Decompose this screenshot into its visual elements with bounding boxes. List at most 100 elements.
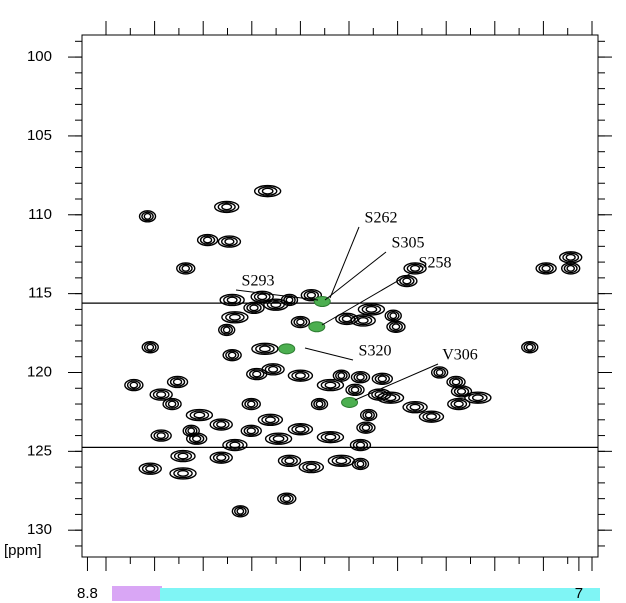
contour — [252, 370, 262, 378]
contour — [246, 427, 256, 435]
contour — [138, 462, 162, 475]
contour — [356, 421, 376, 434]
peak — [371, 372, 394, 385]
contour — [523, 342, 537, 353]
contour — [293, 317, 308, 327]
contour — [196, 233, 219, 247]
contour — [143, 212, 152, 220]
contour — [450, 385, 473, 398]
contour — [354, 459, 367, 469]
contour — [294, 372, 306, 380]
contour — [291, 370, 310, 381]
contour — [212, 419, 230, 430]
contour — [341, 315, 352, 323]
peak — [222, 348, 242, 362]
contour — [357, 303, 386, 316]
contour — [406, 263, 424, 274]
contour — [225, 440, 244, 450]
contour — [324, 433, 337, 441]
contour — [409, 403, 421, 411]
contour — [227, 351, 237, 359]
overlay — [112, 586, 162, 601]
annotation: S258 — [419, 255, 452, 272]
contour — [352, 440, 369, 450]
contour — [535, 262, 557, 275]
contour — [302, 462, 321, 472]
contour — [355, 441, 366, 449]
peak — [243, 301, 265, 315]
contour — [384, 394, 397, 402]
contour — [141, 341, 159, 354]
contour — [216, 421, 227, 429]
peak — [277, 492, 297, 505]
peak — [357, 303, 386, 316]
contour — [261, 414, 280, 425]
contour — [156, 432, 166, 440]
peak — [403, 262, 427, 275]
contour — [244, 399, 259, 409]
contour — [241, 397, 261, 411]
contour — [243, 425, 259, 436]
contour — [221, 236, 238, 247]
peak — [280, 293, 299, 307]
contour — [433, 367, 446, 378]
contour — [453, 400, 464, 408]
contour — [402, 277, 412, 285]
contour — [264, 432, 293, 445]
peak — [185, 408, 214, 422]
contour — [146, 343, 155, 351]
contour — [359, 408, 378, 422]
contour — [541, 264, 551, 272]
contour — [405, 402, 425, 413]
contour — [305, 463, 317, 471]
peak — [535, 262, 557, 275]
peak — [241, 397, 261, 411]
contour — [365, 305, 378, 313]
contour — [371, 372, 394, 385]
peak — [217, 323, 236, 337]
peak — [356, 421, 376, 434]
contour — [209, 451, 233, 464]
contour — [145, 465, 156, 473]
contour — [538, 263, 554, 274]
contour — [418, 410, 445, 423]
peak — [447, 397, 471, 411]
contour — [362, 410, 375, 420]
contour — [209, 418, 233, 431]
contour — [270, 301, 282, 309]
contour — [189, 410, 210, 420]
peak — [221, 311, 249, 324]
y-tick-label: 120 — [27, 363, 52, 380]
contour — [162, 397, 182, 411]
contour — [255, 343, 275, 354]
contour — [430, 366, 449, 379]
contour — [353, 372, 368, 383]
contour — [170, 449, 196, 463]
contour — [386, 320, 406, 333]
contour — [268, 433, 289, 444]
contour — [566, 264, 575, 272]
annotation-leader — [324, 251, 387, 301]
contour — [261, 187, 274, 195]
contour — [231, 505, 250, 518]
contour — [313, 399, 326, 409]
contour — [403, 262, 427, 275]
contour — [354, 315, 373, 326]
contour — [471, 394, 484, 402]
x-tick-label: 7 — [575, 585, 583, 602]
peak — [287, 423, 314, 436]
contour — [451, 378, 461, 386]
peak — [310, 397, 329, 411]
contour — [199, 235, 216, 245]
contour — [425, 413, 437, 421]
peak — [418, 410, 445, 423]
contour — [220, 325, 233, 335]
contour — [222, 348, 242, 362]
contour — [324, 381, 337, 389]
peak — [450, 385, 473, 398]
y-tick-label: 110 — [28, 206, 52, 223]
contour — [386, 310, 400, 321]
contour — [156, 391, 167, 399]
contour — [399, 276, 415, 286]
contour — [141, 463, 159, 474]
